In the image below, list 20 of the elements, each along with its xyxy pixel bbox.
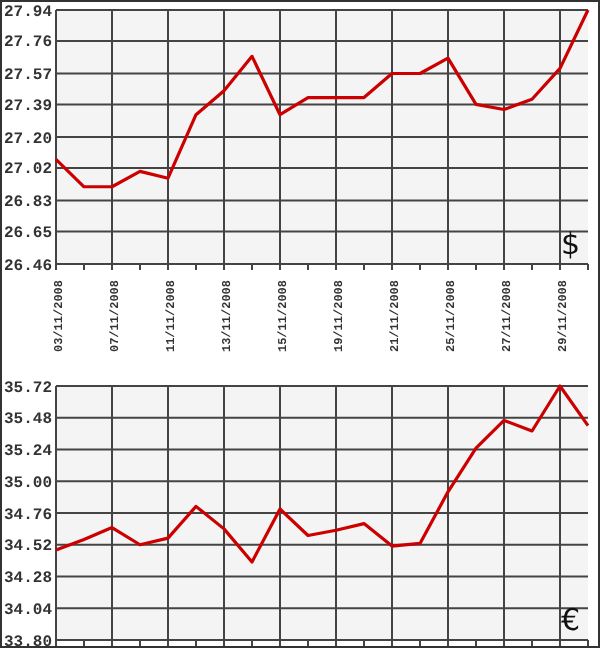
y-tick-label: 26.83	[4, 194, 53, 213]
y-tick-label: 35.24	[4, 443, 53, 462]
y-tick-label: 27.94	[4, 3, 53, 22]
y-tick-label: 27.57	[4, 67, 53, 86]
y-tick-label: 27.02	[4, 161, 53, 180]
y-tick-label: 33.80	[4, 633, 53, 648]
y-tick-label: 27.20	[4, 130, 53, 149]
y-tick-label: 34.52	[4, 538, 53, 557]
y-tick-label: 35.72	[4, 379, 53, 398]
y-tick-label: 34.28	[4, 570, 53, 589]
annotation: €	[560, 602, 580, 638]
annotation: $	[560, 226, 580, 262]
y-tick-label: 34.76	[4, 506, 53, 525]
y-tick-label: 26.65	[4, 224, 53, 243]
y-tick-label: 35.00	[4, 474, 53, 493]
y-tick-label: 34.04	[4, 601, 53, 620]
y-tick-label: 35.48	[4, 411, 53, 430]
y-tick-label: 26.46	[4, 257, 53, 276]
y-tick-label: 27.76	[4, 34, 53, 53]
y-tick-label: 27.39	[4, 97, 53, 116]
